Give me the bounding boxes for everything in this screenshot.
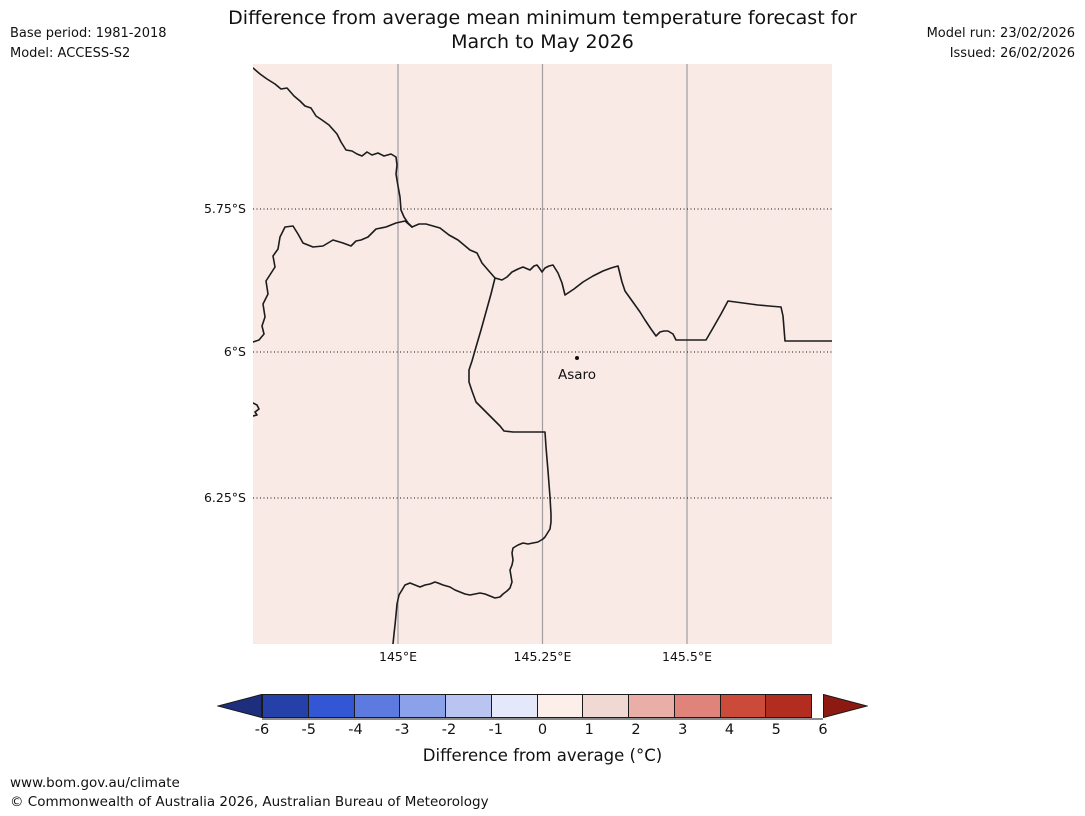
y-axis-tick-label: 6°S	[223, 344, 246, 359]
colorbar-tick-label: 3	[678, 722, 688, 738]
model-info-right: Model run: 23/02/2026 Issued: 26/02/2026	[927, 24, 1075, 64]
x-axis-tick-label: 145.5°E	[662, 649, 712, 664]
colorbar-label: Difference from average (°C)	[422, 746, 663, 765]
colorbar-cell	[353, 694, 401, 718]
colorbar-tick-label: 2	[631, 722, 641, 738]
colorbar-tick-label: -1	[488, 722, 503, 738]
region-boundary	[252, 220, 413, 343]
colorbar-cell	[673, 694, 721, 718]
model-info-left: Base period: 1981-2018 Model: ACCESS-S2	[10, 24, 167, 64]
colorbar-ticks: -6 -5 -4 -3 -2 -1 0 1 2 3 4 5 6	[217, 722, 868, 740]
colorbar-tick-label: -2	[441, 722, 457, 738]
colorbar-cell	[765, 694, 812, 718]
colorbar: -6 -5 -4 -3 -2 -1 0 1 2 3 4 5 6	[217, 694, 868, 738]
model-run-text: Model run: 23/02/2026	[926, 26, 1075, 41]
map-area: Asaro	[252, 64, 833, 645]
model-name-text: Model: ACCESS-S2	[10, 46, 131, 61]
colorbar-cell	[582, 694, 629, 718]
colorbar-tick-label: -3	[395, 722, 410, 738]
x-axis-tick-label: 145°E	[378, 649, 418, 664]
base-period-text: Base period: 1981-2018	[10, 26, 167, 41]
colorbar-right-arrow	[823, 694, 868, 718]
colorbar-tick-label: -6	[254, 722, 270, 738]
asaro-marker-dot	[575, 356, 579, 360]
colorbar-tick-label: 4	[724, 722, 735, 738]
region-boundary	[411, 223, 833, 342]
page-title: Difference from average mean minimum tem…	[0, 7, 1085, 54]
colorbar-tick-label: 1	[584, 722, 594, 738]
colorbar-cell	[490, 694, 538, 718]
issued-text: Issued: 26/02/2026	[949, 46, 1075, 61]
page-title-line2: March to May 2026	[451, 30, 634, 53]
footer-url: www.bom.gov.au/climate	[10, 775, 180, 791]
colorbar-underline	[262, 718, 823, 720]
y-axis-tick-label: 5.75°S	[203, 201, 246, 216]
colorbar-cell	[719, 694, 767, 718]
map-svg: Asaro	[252, 64, 833, 645]
colorbar-tick-label: 5	[771, 722, 781, 738]
colorbar-cell	[262, 694, 309, 718]
x-axis-tick-label: 145.25°E	[513, 649, 572, 664]
colorbar-tick-label: -4	[348, 722, 363, 738]
asaro-marker-label: Asaro	[558, 367, 596, 383]
footer-copyright: © Commonwealth of Australia 2026, Austra…	[10, 794, 489, 810]
colorbar-tick-label: 6	[818, 722, 828, 738]
colorbar-cell	[628, 694, 675, 718]
colorbar-cell	[399, 694, 446, 718]
colorbar-left-arrow	[217, 694, 262, 718]
region-boundary	[392, 277, 552, 645]
y-axis-tick-label: 6.25°S	[203, 490, 246, 505]
colorbar-cells	[262, 694, 823, 718]
colorbar-tick-label: 0	[537, 722, 548, 738]
colorbar-cell	[536, 694, 584, 718]
page-title-line1: Difference from average mean minimum tem…	[228, 7, 857, 29]
colorbar-cell	[307, 694, 355, 718]
region-boundary	[252, 67, 413, 228]
colorbar-tick-label: -5	[301, 722, 316, 738]
region-boundary	[252, 402, 260, 417]
colorbar-cell	[445, 694, 492, 718]
